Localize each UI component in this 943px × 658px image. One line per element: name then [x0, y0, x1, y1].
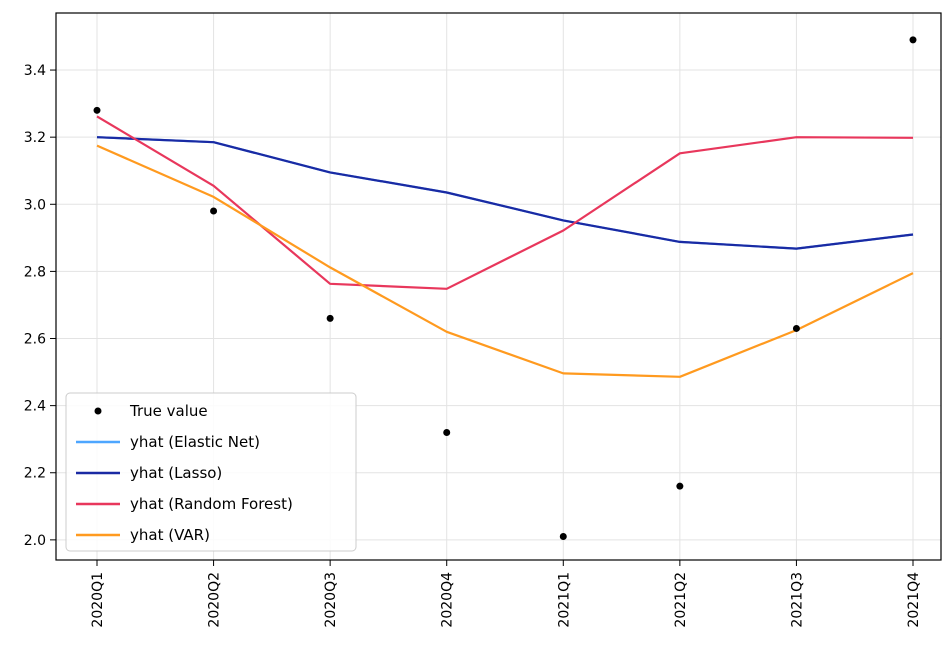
x-tick-label: 2021Q2	[673, 572, 689, 628]
legend-marker-true-value	[94, 407, 102, 415]
y-tick-label: 3.0	[24, 197, 46, 213]
legend-label: yhat (Lasso)	[130, 464, 222, 482]
true-value-point	[559, 533, 567, 541]
x-tick-label: 2021Q1	[556, 572, 572, 628]
plot-frame	[55, 12, 942, 561]
x-tick-label: 2020Q4	[440, 572, 456, 628]
y-tick-label: 2.0	[24, 533, 46, 549]
true-value-point	[93, 106, 101, 114]
x-tick-label: 2021Q3	[789, 572, 805, 628]
true-value-point	[909, 36, 917, 44]
legend-box	[65, 392, 357, 552]
series-line-yhat-random-forest	[96, 115, 914, 290]
x-tick-label: 2020Q2	[207, 572, 223, 628]
y-tick-label: 3.4	[24, 63, 46, 79]
true-value-point	[792, 324, 800, 332]
true-value-point	[676, 482, 684, 490]
x-tick-label: 2020Q3	[323, 572, 339, 628]
legend: True value yhat (Elastic Net) yhat (Lasso)…	[65, 392, 357, 552]
y-tick-label: 2.4	[24, 399, 46, 415]
x-axis: 2020Q1 2020Q2 2020Q3 2020Q4 2021Q1 2021Q2 2021…	[90, 560, 922, 628]
series-line-yhat-lasso	[96, 136, 914, 250]
legend-label: yhat (Elastic Net)	[130, 433, 260, 451]
y-tick-label: 2.6	[24, 332, 46, 348]
true-value-point	[326, 314, 334, 322]
legend-label: yhat (VAR)	[130, 526, 210, 544]
legend-label: True value	[129, 402, 208, 420]
true-value-point	[210, 207, 218, 215]
x-tick-label: 2020Q1	[90, 572, 106, 628]
y-tick-label: 3.2	[24, 130, 46, 146]
x-tick-label: 2021Q4	[906, 572, 922, 628]
series-line-yhat-var	[96, 144, 914, 378]
true-value-point	[443, 428, 451, 436]
y-tick-label: 2.8	[24, 264, 46, 280]
y-tick-label: 2.2	[24, 466, 46, 482]
series-lines	[96, 115, 914, 378]
legend-label: yhat (Random Forest)	[130, 495, 293, 513]
y-axis: 2.0 2.2 2.4 2.6 2.8 3.0 3.2 3.4	[24, 63, 56, 549]
true-value-points	[93, 36, 917, 541]
